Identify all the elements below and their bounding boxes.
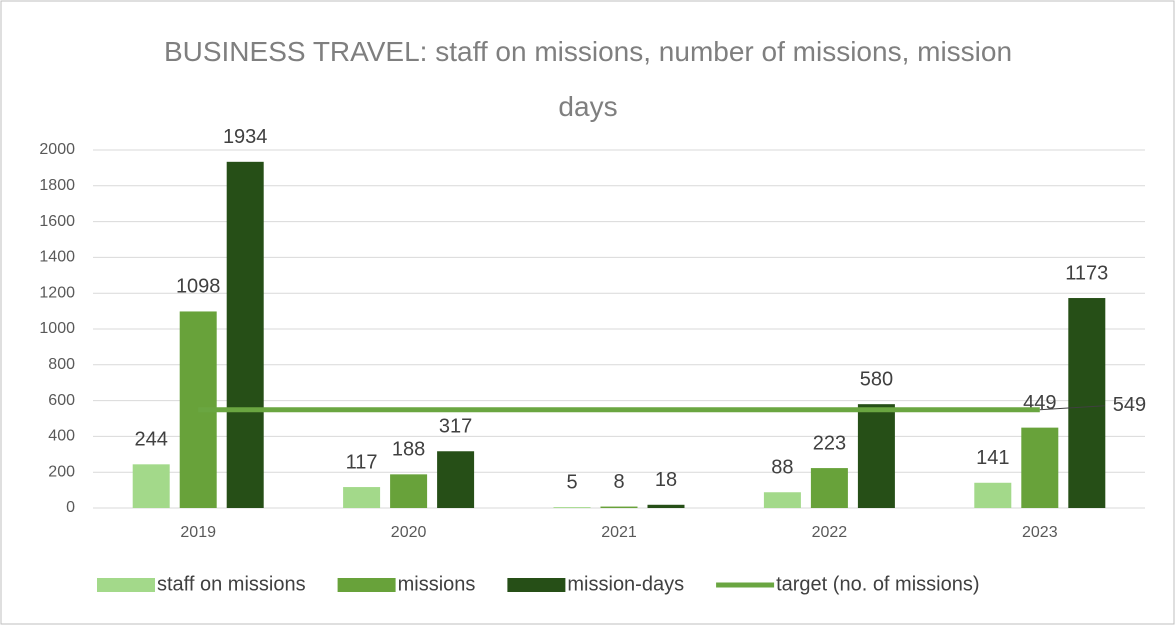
value-label: 244	[135, 429, 168, 451]
legend-swatch	[507, 578, 566, 592]
value-label: 317	[439, 416, 472, 438]
legend-label: staff on missions	[157, 573, 306, 595]
y-tick-label: 1600	[39, 213, 75, 230]
bar	[1021, 427, 1059, 508]
chart-title: BUSINESS TRAVEL: staff on missions, numb…	[163, 36, 1013, 122]
y-tick-label: 1400	[39, 249, 75, 266]
x-tick-label: 2019	[180, 524, 216, 541]
bar	[974, 482, 1012, 508]
x-tick-label: 2020	[391, 524, 427, 541]
legend-label: mission-days	[567, 573, 684, 595]
y-tick-label: 600	[48, 392, 75, 409]
value-label: 580	[860, 368, 893, 390]
y-tick-label: 1200	[39, 284, 75, 301]
bar	[226, 161, 264, 508]
leader-line	[1039, 405, 1105, 411]
x-tick-label: 2022	[812, 524, 848, 541]
legend-swatch	[337, 578, 396, 592]
y-tick-label: 200	[48, 463, 75, 480]
bar	[1068, 298, 1106, 508]
y-tick-label: 1000	[39, 320, 75, 337]
value-label: 18	[655, 469, 677, 491]
legend-swatch	[97, 578, 155, 592]
bar	[810, 468, 848, 508]
y-tick-label: 400	[48, 428, 75, 445]
bar	[343, 487, 381, 508]
value-label: 8	[613, 471, 624, 493]
value-label: 117	[346, 451, 378, 473]
bar	[600, 506, 638, 508]
x-tick-label: 2023	[1022, 524, 1058, 541]
value-label: 88	[771, 457, 793, 479]
value-label: 549	[1113, 394, 1146, 416]
bar	[437, 451, 475, 508]
bar	[763, 492, 801, 508]
value-label: 188	[392, 439, 425, 461]
y-tick-label: 0	[66, 499, 75, 516]
bar	[647, 504, 685, 508]
bar	[553, 507, 591, 508]
value-label: 1173	[1065, 262, 1108, 284]
legend-label: target (no. of missions)	[776, 573, 979, 595]
legend-label: missions	[398, 573, 476, 595]
value-label: 1098	[176, 276, 221, 298]
y-tick-label: 800	[48, 356, 75, 373]
y-tick-label: 2000	[39, 141, 75, 158]
value-label: 223	[813, 432, 846, 454]
value-label: 5	[566, 471, 577, 493]
x-tick-label: 2021	[601, 524, 637, 541]
value-label: 1934	[223, 126, 268, 148]
value-label: 141	[976, 447, 1009, 469]
bar	[857, 404, 895, 508]
bar	[390, 474, 428, 508]
y-tick-label: 1800	[39, 177, 75, 194]
bar	[132, 464, 170, 508]
